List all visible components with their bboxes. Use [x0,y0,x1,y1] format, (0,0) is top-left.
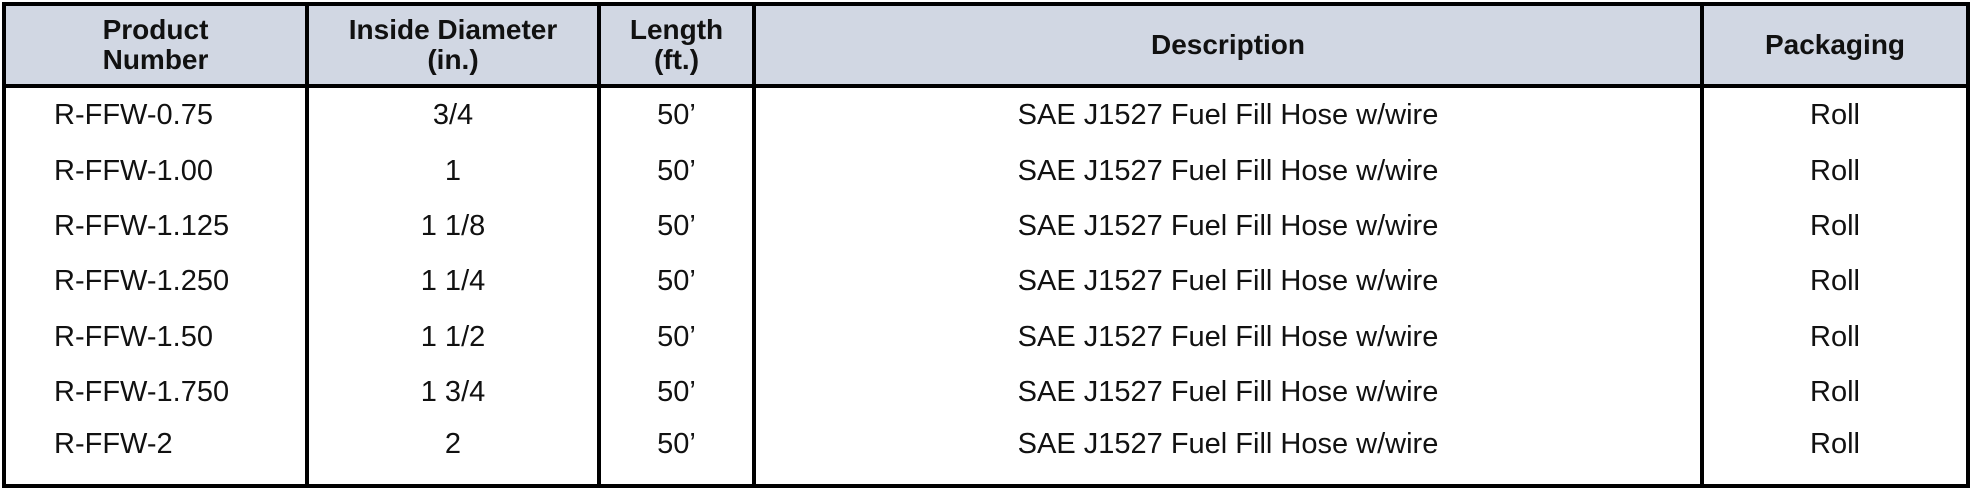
header-line: (in.) [427,44,479,75]
cell-inside-diameter: 1 1/2 [305,309,599,365]
cell-description: SAE J1527 Fuel Fill Hose w/wire [752,198,1702,255]
header-line: Product [102,14,209,45]
cell-packaging: Roll [1700,254,1968,310]
header-line: Length [629,14,724,45]
header-inside-diameter: Inside Diameter (in.) [305,4,599,88]
cell-product-number: R-FFW-1.50 [54,320,213,353]
cell-product-number: R-FFW-1.250 [54,265,230,298]
table-row: R-FFW-2 2 50’ SAE J1527 Fuel Fill Hose w/wi… [4,420,1968,486]
cell-description: SAE J1527 Fuel Fill Hose w/wire [752,364,1702,421]
cell-length: 50’ [597,198,754,255]
table-row: R-FFW-1.125 1 1/8 50’ SAE J1527 Fuel Fill H… [4,198,1968,255]
cell-packaging: Roll [1700,198,1968,255]
cell-packaging: Roll [1700,86,1968,144]
cell-description: SAE J1527 Fuel Fill Hose w/wire [752,309,1702,365]
cell-description: SAE J1527 Fuel Fill Hose w/wire [752,254,1702,310]
cell-product-number: R-FFW-1.00 [54,154,213,187]
cell-length: 50’ [597,86,754,144]
header-line: (ft.) [653,44,700,75]
table-row: R-FFW-1.00 1 50’ SAE J1527 Fuel Fill Hose w… [4,143,1968,199]
table-row: R-FFW-0.75 3/4 50’ SAE J1527 Fuel Fill Hose… [4,86,1968,144]
table-row: R-FFW-1.250 1 1/4 50’ SAE J1527 Fuel Fill H… [4,254,1968,310]
cell-description: SAE J1527 Fuel Fill Hose w/wire [752,86,1702,144]
cell-inside-diameter: 1 3/4 [305,364,599,421]
cell-inside-diameter: 2 [305,420,599,486]
header-line: Inside Diameter [348,14,558,45]
header-length: Length (ft.) [597,4,754,88]
cell-product-number: R-FFW-1.750 [54,376,230,409]
cell-packaging: Roll [1700,364,1968,421]
header-packaging: Packaging [1700,4,1968,88]
cell-product-number: R-FFW-0.75 [54,99,213,132]
header-line: Number [102,44,209,75]
cell-description: SAE J1527 Fuel Fill Hose w/wire [752,420,1702,486]
cell-product-number: R-FFW-1.125 [54,209,230,242]
cell-description: SAE J1527 Fuel Fill Hose w/wire [752,143,1702,199]
header-row: Product Number Inside Diameter (in.) Lengt… [4,4,1968,88]
cell-inside-diameter: 1 [305,143,599,199]
cell-packaging: Roll [1700,420,1968,486]
cell-packaging: Roll [1700,309,1968,365]
cell-length: 50’ [597,254,754,310]
cell-inside-diameter: 1 1/8 [305,198,599,255]
header-product-number: Product Number [4,4,307,88]
cell-length: 50’ [597,309,754,365]
cell-product-number: R-FFW-2 [54,428,173,461]
cell-packaging: Roll [1700,143,1968,199]
table-row: R-FFW-1.50 1 1/2 50’ SAE J1527 Fuel Fill Ho… [4,309,1968,365]
cell-length: 50’ [597,420,754,486]
table-row: R-FFW-1.750 1 3/4 50’ SAE J1527 Fuel Fill H… [4,364,1968,421]
cell-inside-diameter: 3/4 [305,86,599,144]
cell-inside-diameter: 1 1/4 [305,254,599,310]
header-description: Description [752,4,1702,88]
cell-length: 50’ [597,143,754,199]
cell-length: 50’ [597,364,754,421]
